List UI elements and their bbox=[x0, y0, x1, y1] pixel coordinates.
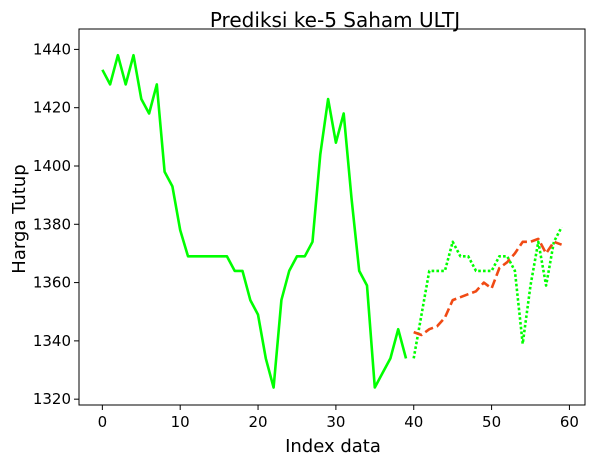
x-tick-label: 50 bbox=[482, 413, 501, 431]
x-tick-label: 30 bbox=[326, 413, 345, 431]
y-tick-label: 1360 bbox=[33, 274, 71, 292]
series-line-dashed bbox=[413, 237, 563, 337]
y-axis-ticks: 1320 1340 1360 1380 1400 1420 1440 bbox=[33, 40, 79, 408]
x-tick-label: 40 bbox=[404, 413, 423, 431]
x-tick-label: 20 bbox=[248, 413, 267, 431]
x-axis-ticks: 0 10 20 30 40 50 60 bbox=[98, 405, 579, 431]
y-tick-label: 1320 bbox=[33, 390, 71, 408]
series-line-solid bbox=[101, 53, 408, 389]
plot-area-frame bbox=[78, 28, 586, 406]
x-axis-title: Index data bbox=[285, 436, 381, 457]
x-tick-label: 10 bbox=[171, 413, 190, 431]
series-layer bbox=[101, 53, 563, 389]
y-tick-label: 1440 bbox=[33, 40, 71, 58]
chart-title: Prediksi ke-5 Saham ULTJ bbox=[210, 8, 460, 32]
x-tick-label: 60 bbox=[560, 413, 579, 431]
y-tick-label: 1340 bbox=[33, 332, 71, 350]
y-tick-label: 1400 bbox=[33, 157, 71, 175]
x-tick-label: 0 bbox=[98, 413, 108, 431]
y-tick-label: 1420 bbox=[33, 99, 71, 117]
y-tick-label: 1380 bbox=[33, 215, 71, 233]
series-line-dotted bbox=[412, 226, 563, 359]
y-axis-title: Harga Tutup bbox=[9, 164, 30, 273]
